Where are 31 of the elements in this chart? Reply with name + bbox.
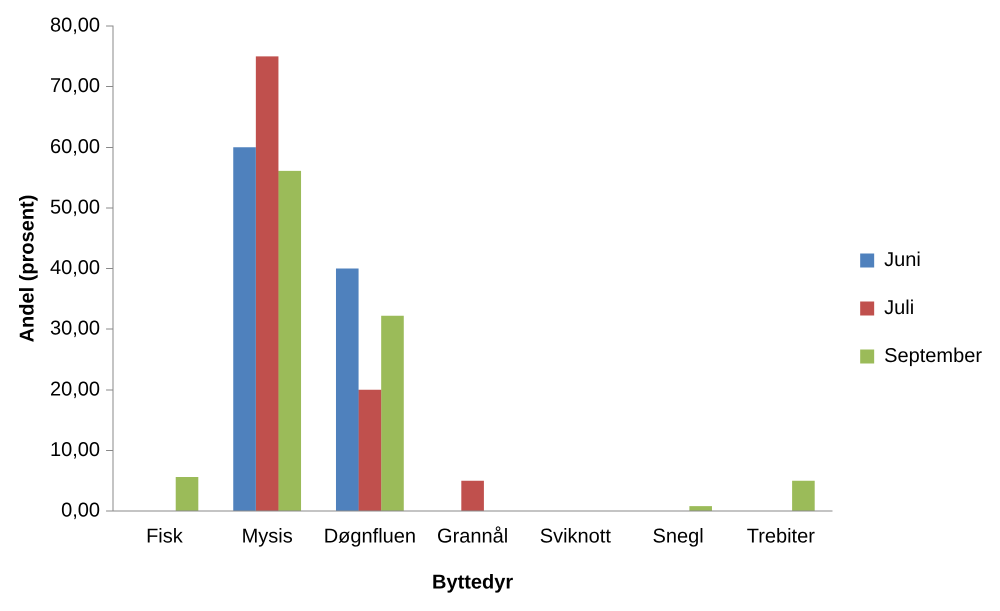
legend-label: September [884, 345, 982, 368]
bar [381, 316, 404, 510]
x-tick-label: Grannål [437, 526, 508, 548]
bar [792, 480, 815, 510]
bar [358, 390, 382, 510]
x-tick-label: Sviknott [540, 526, 612, 548]
y-tick-label: 30,00 [50, 318, 100, 340]
bar [176, 477, 198, 510]
y-tick-label: 20,00 [50, 378, 100, 400]
y-tick-label: 0,00 [61, 500, 100, 522]
x-axis-title: Byttedyr [432, 572, 514, 594]
bar [689, 506, 712, 510]
legend-label: Juli [884, 297, 914, 320]
bar [233, 147, 256, 510]
x-tick-label: Trebiter [746, 526, 816, 548]
x-tick-label: Døgnfluen [324, 526, 416, 548]
y-axis-title: Andel (prosent) [16, 194, 39, 342]
y-tick-label: 80,00 [50, 14, 100, 37]
x-tick-label: Mysis [242, 526, 293, 548]
bar [278, 170, 302, 510]
y-tick-label: 50,00 [50, 196, 100, 218]
bar [336, 268, 359, 510]
y-tick-label: 40,00 [50, 257, 100, 280]
bar [461, 480, 484, 510]
y-tick-label: 70,00 [50, 75, 100, 98]
y-tick-label: 10,00 [50, 438, 100, 461]
bar [256, 56, 278, 510]
legend-label: Juni [884, 249, 921, 272]
x-tick-label: Fisk [146, 526, 184, 548]
x-tick-label: Snegl [652, 526, 704, 548]
y-tick-label: 60,00 [50, 136, 100, 158]
